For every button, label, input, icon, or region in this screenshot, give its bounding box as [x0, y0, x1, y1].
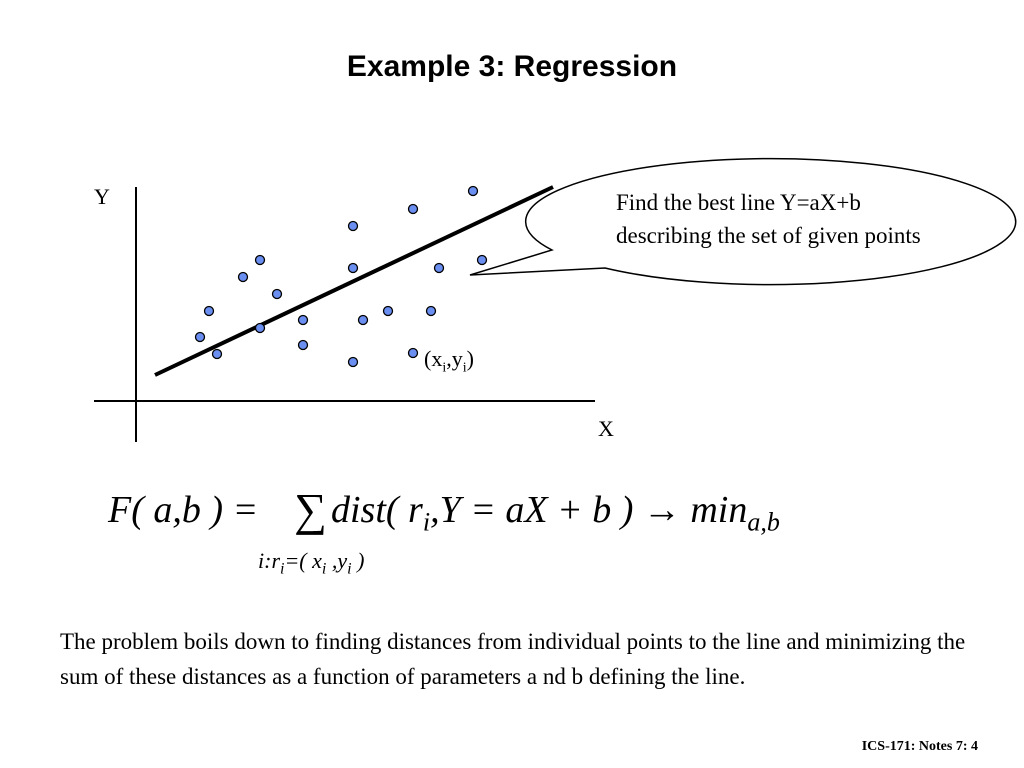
slide-footer: ICS-171: Notes 7: 4: [861, 739, 978, 754]
slide-title: Example 3: Regression: [346, 50, 678, 83]
data-point: [211, 348, 223, 360]
data-points: [194, 185, 488, 368]
callout-line: describing the set of given points: [616, 223, 921, 248]
objective-formula: F( a,b ) = ∑ dist( ri,Y = aX + b ) → mina,…: [108, 484, 780, 536]
x-axis-label: X: [598, 416, 614, 441]
data-point: [357, 314, 369, 326]
point-label-text: (x: [424, 346, 443, 371]
point-label-text: ): [466, 346, 474, 371]
body-paragraph: The problem boils down to finding distan…: [60, 629, 966, 689]
formula-lhs: F( a,b ) =: [108, 489, 259, 531]
sum-index-text: ,y: [326, 548, 348, 573]
formula-body-rest: ,Y = aX + b ) → min: [430, 489, 748, 531]
data-point: [347, 356, 359, 368]
data-point: [425, 305, 437, 317]
sum-index-text: =( x: [284, 548, 322, 573]
formula-min-sub: a,b: [747, 507, 780, 537]
point-label-sub: i: [462, 360, 467, 376]
sum-index-sub: i: [321, 560, 327, 578]
data-point: [254, 254, 266, 266]
callout-line: Find the best line Y=aX+b: [616, 190, 861, 215]
data-point: [407, 347, 419, 359]
data-point: [203, 305, 215, 317]
data-point: [467, 185, 479, 197]
callout-text: Find the best line Y=aX+b describing the…: [616, 186, 921, 252]
formula-body: dist( r: [330, 489, 423, 531]
sum-index: i:ri=( xi ,yi ): [258, 548, 365, 578]
point-label: (xi,yi): [424, 346, 474, 376]
sum-index-text: i:r: [258, 548, 280, 573]
data-point: [271, 288, 283, 300]
y-axis-label: Y: [94, 184, 110, 209]
sum-index-sub: i: [347, 560, 352, 578]
data-point: [433, 262, 445, 274]
data-point: [237, 271, 249, 283]
data-point: [297, 314, 309, 326]
data-point: [382, 305, 394, 317]
sum-index-text: ): [351, 548, 365, 573]
data-point: [407, 203, 419, 215]
data-point: [476, 254, 488, 266]
point-label-sub: i: [442, 360, 447, 376]
speech-bubble: [469, 157, 1017, 286]
data-point: [347, 262, 359, 274]
sum-symbol: ∑: [294, 484, 327, 535]
data-point: [347, 220, 359, 232]
data-point: [194, 331, 206, 343]
point-label-text: ,y: [446, 346, 463, 371]
sum-index-sub: i: [280, 560, 285, 578]
formula-sub: i: [422, 507, 431, 537]
data-point: [254, 322, 266, 334]
data-point: [297, 339, 309, 351]
regression-line: [154, 185, 554, 377]
